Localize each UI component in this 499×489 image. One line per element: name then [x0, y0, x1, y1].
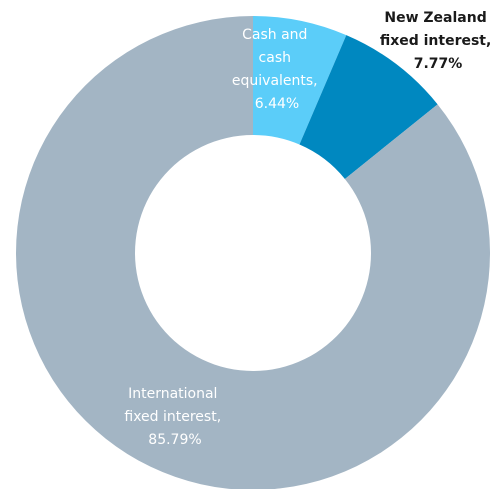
slice-label-cash-line-1: Cash and [242, 27, 307, 43]
slice-label-international-line-2: fixed interest, [124, 409, 221, 425]
slice-label-nz-line-1: New Zealand [384, 10, 486, 26]
slice-label-cash-line-3: equivalents, [232, 73, 318, 89]
slice-label-international-value: 85.79% [148, 432, 201, 448]
slice-label-nz-value: 7.77% [414, 56, 463, 72]
donut-slices [16, 16, 490, 489]
slice-nz-fixed-interest [299, 35, 438, 179]
slice-international-fixed-interest [16, 16, 490, 489]
slice-label-cash: Cash and cash equivalents, 6.44% [232, 27, 322, 112]
slice-label-nz-line-2: fixed interest, [380, 33, 492, 49]
slice-cash [253, 16, 347, 145]
slice-label-cash-line-2: cash [259, 50, 291, 66]
slice-label-international-line-1: International [128, 386, 217, 402]
slice-label-nz: New Zealand fixed interest, 7.77% [380, 10, 496, 72]
slice-label-international: International fixed interest, 85.79% [124, 386, 225, 448]
slice-label-cash-value: 6.44% [255, 96, 299, 112]
